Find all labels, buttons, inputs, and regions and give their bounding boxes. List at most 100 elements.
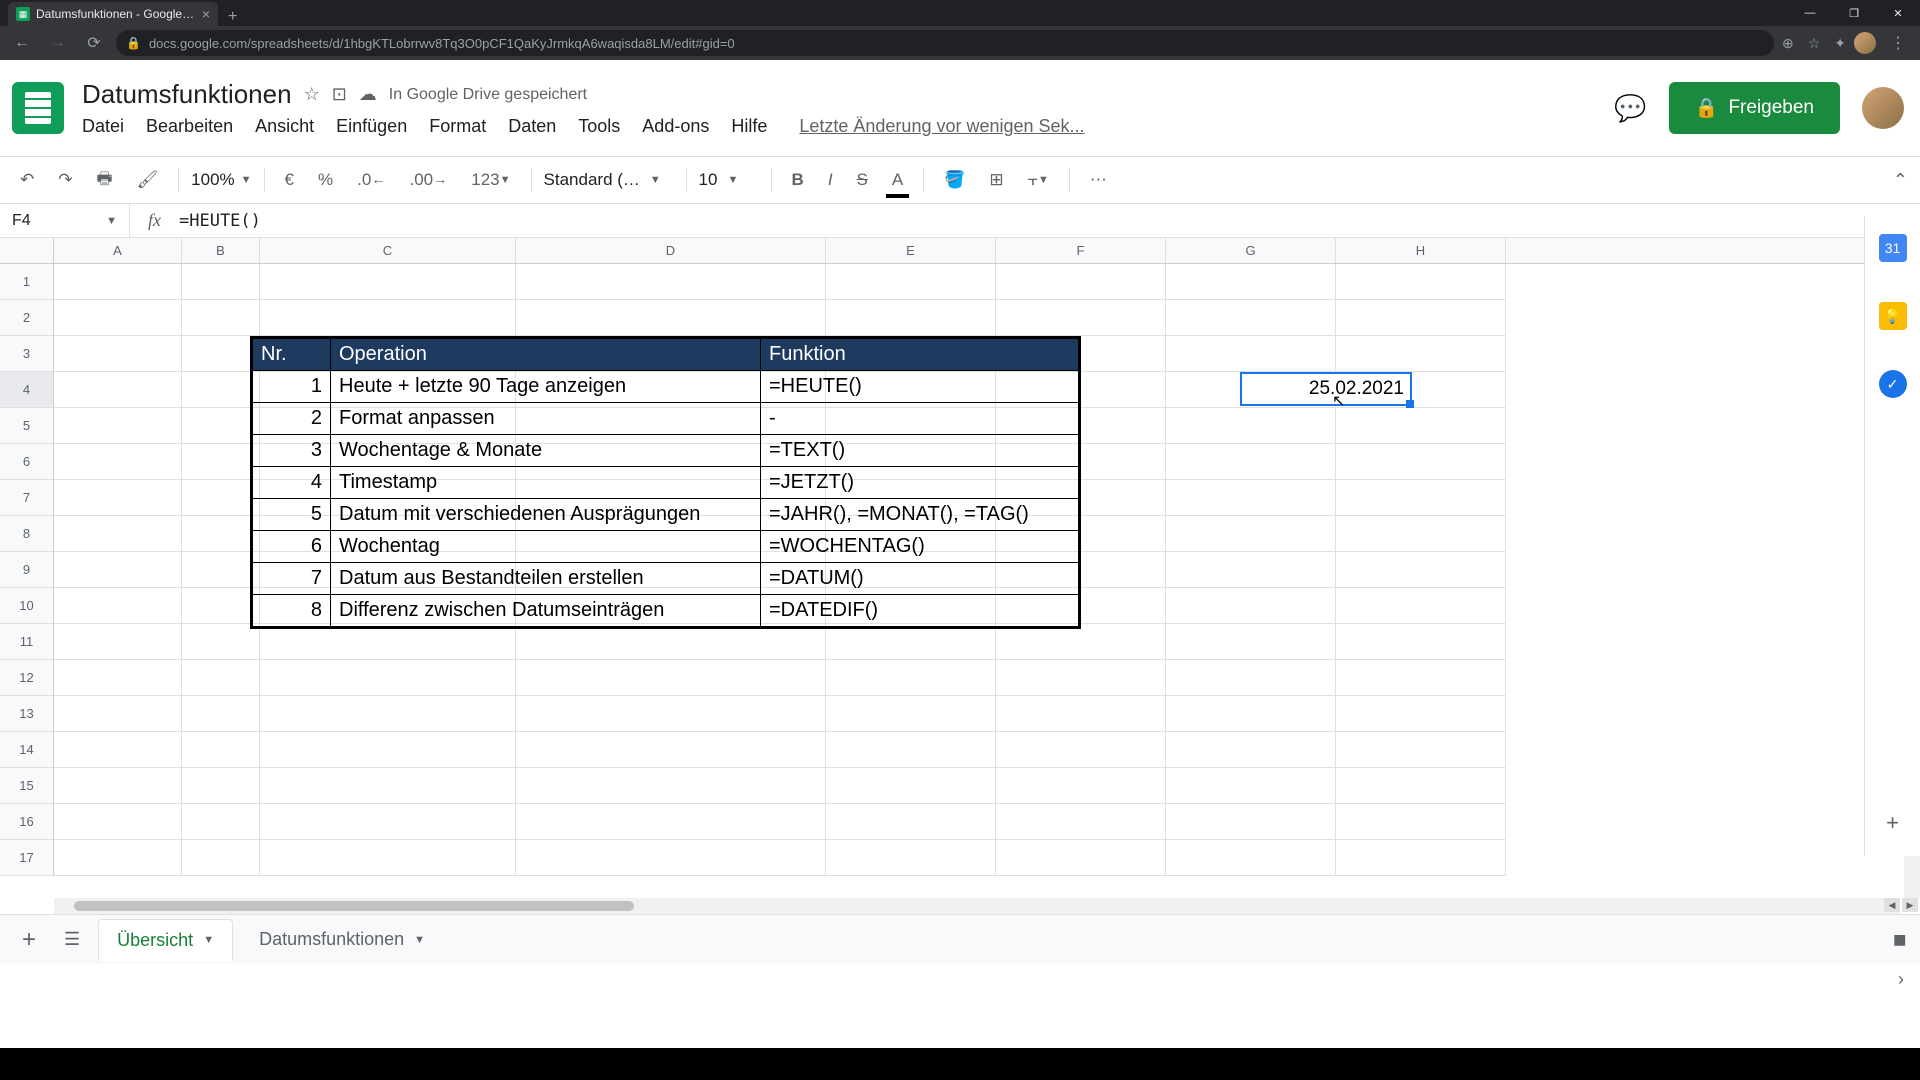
font-size-select[interactable]: 10▼ — [699, 170, 759, 190]
cell[interactable] — [516, 300, 826, 336]
column-header-a[interactable]: A — [54, 238, 182, 263]
cell[interactable] — [826, 804, 996, 840]
decrease-decimal-button[interactable]: .0← — [349, 164, 393, 196]
font-select[interactable]: Standard (…▼ — [544, 170, 674, 190]
bold-button[interactable]: B — [784, 164, 812, 196]
cell[interactable] — [1336, 732, 1506, 768]
cell[interactable] — [1336, 840, 1506, 876]
cell[interactable] — [1336, 588, 1506, 624]
table-cell[interactable]: =WOCHENTAG() — [761, 531, 1079, 563]
row-header[interactable]: 17 — [0, 840, 54, 876]
table-cell[interactable]: Timestamp — [331, 467, 761, 499]
table-cell[interactable]: Format anpassen — [331, 403, 761, 435]
cell[interactable] — [1336, 624, 1506, 660]
cell[interactable] — [1336, 660, 1506, 696]
cell[interactable] — [182, 552, 260, 588]
cell[interactable] — [1166, 588, 1336, 624]
table-cell[interactable]: Heute + letzte 90 Tage anzeigen — [331, 371, 761, 403]
cell[interactable] — [54, 480, 182, 516]
window-close-button[interactable]: ✕ — [1876, 0, 1920, 26]
document-title[interactable]: Datumsfunktionen — [82, 79, 292, 110]
row-header[interactable]: 10 — [0, 588, 54, 624]
cell[interactable] — [1166, 300, 1336, 336]
cell[interactable] — [996, 840, 1166, 876]
cell[interactable] — [1336, 336, 1506, 372]
row-header[interactable]: 14 — [0, 732, 54, 768]
cell[interactable] — [996, 768, 1166, 804]
cell[interactable] — [54, 552, 182, 588]
forward-button[interactable]: → — [44, 34, 72, 52]
more-button[interactable]: ⋯ — [1082, 164, 1115, 196]
table-cell[interactable]: 8 — [253, 595, 331, 627]
cell[interactable] — [54, 624, 182, 660]
row-header[interactable]: 11 — [0, 624, 54, 660]
cell[interactable] — [260, 624, 516, 660]
row-header[interactable]: 2 — [0, 300, 54, 336]
bookmark-icon[interactable]: ☆ — [1808, 35, 1821, 52]
collapse-toolbar-button[interactable]: ⌃ — [1893, 170, 1908, 191]
add-sheet-button[interactable]: + — [12, 926, 46, 954]
star-button[interactable]: ☆ — [304, 84, 320, 105]
cell[interactable] — [54, 840, 182, 876]
cell[interactable] — [54, 732, 182, 768]
cell[interactable] — [182, 372, 260, 408]
menu-addons[interactable]: Add-ons — [642, 116, 709, 137]
row-header[interactable]: 4 — [0, 372, 54, 408]
zoom-select[interactable]: 100%▼ — [191, 170, 251, 190]
cell[interactable] — [182, 480, 260, 516]
window-minimize-button[interactable]: — — [1788, 0, 1832, 26]
cell[interactable] — [1166, 804, 1336, 840]
cell[interactable] — [516, 624, 826, 660]
cell[interactable] — [54, 768, 182, 804]
table-cell[interactable]: 3 — [253, 435, 331, 467]
cell[interactable] — [1336, 696, 1506, 732]
back-button[interactable]: ← — [8, 34, 36, 52]
new-tab-button[interactable]: + — [218, 8, 247, 26]
cell[interactable] — [516, 840, 826, 876]
table-cell[interactable]: 2 — [253, 403, 331, 435]
calendar-addon-button[interactable]: 31 — [1879, 234, 1907, 262]
horizontal-scrollbar[interactable] — [54, 898, 1900, 914]
cell[interactable] — [1166, 732, 1336, 768]
cell[interactable] — [826, 660, 996, 696]
cell[interactable] — [1336, 516, 1506, 552]
cell[interactable] — [996, 264, 1166, 300]
table-cell[interactable]: 4 — [253, 467, 331, 499]
cell[interactable] — [1166, 624, 1336, 660]
menu-datei[interactable]: Datei — [82, 116, 124, 137]
cell[interactable] — [826, 696, 996, 732]
cell[interactable] — [260, 696, 516, 732]
cell[interactable] — [1336, 552, 1506, 588]
cell[interactable] — [1336, 408, 1506, 444]
table-cell[interactable]: =DATEDIF() — [761, 595, 1079, 627]
column-header-h[interactable]: H — [1336, 238, 1506, 263]
cell[interactable] — [1166, 768, 1336, 804]
table-cell[interactable]: Wochentag — [331, 531, 761, 563]
scroll-right-button[interactable]: ▶ — [1902, 898, 1918, 912]
cell[interactable] — [260, 660, 516, 696]
menu-bearbeiten[interactable]: Bearbeiten — [146, 116, 233, 137]
cell[interactable] — [1336, 768, 1506, 804]
row-header[interactable]: 15 — [0, 768, 54, 804]
cell[interactable] — [996, 696, 1166, 732]
cell[interactable] — [54, 336, 182, 372]
last-edit-link[interactable]: Letzte Änderung vor wenigen Sek... — [799, 116, 1084, 137]
cell[interactable] — [1166, 336, 1336, 372]
cell[interactable] — [1166, 408, 1336, 444]
cell[interactable] — [54, 696, 182, 732]
cell[interactable] — [1166, 552, 1336, 588]
cell[interactable] — [54, 372, 182, 408]
row-header[interactable]: 6 — [0, 444, 54, 480]
italic-button[interactable]: I — [820, 164, 841, 196]
cell[interactable] — [996, 624, 1166, 660]
window-maximize-button[interactable]: ❐ — [1832, 0, 1876, 26]
row-header[interactable]: 5 — [0, 408, 54, 444]
table-cell[interactable]: - — [761, 403, 1079, 435]
column-header-g[interactable]: G — [1166, 238, 1336, 263]
cell[interactable] — [260, 264, 516, 300]
hscroll-thumb[interactable] — [74, 901, 634, 911]
cell[interactable] — [996, 732, 1166, 768]
cell[interactable] — [54, 300, 182, 336]
selected-cell[interactable]: 25.02.2021 — [1240, 372, 1412, 406]
cell[interactable] — [182, 264, 260, 300]
